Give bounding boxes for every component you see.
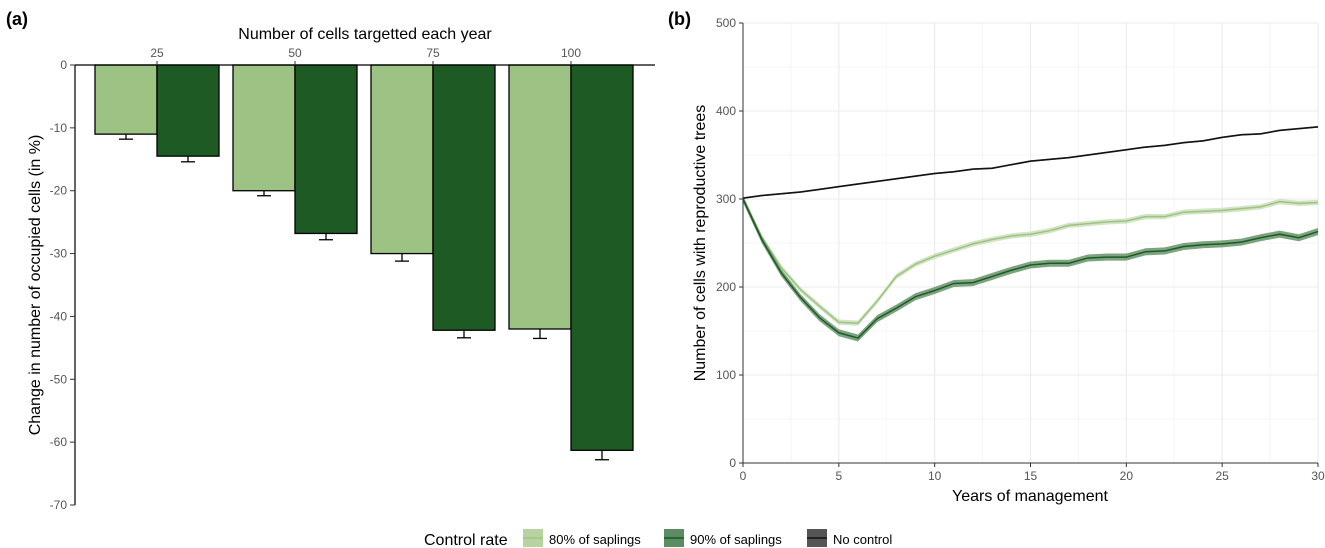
x-tick-label: 25 <box>150 46 164 60</box>
x-tick-label: 10 <box>928 469 942 483</box>
y-tick-label: -40 <box>50 309 68 323</box>
y-tick-label: -70 <box>50 498 68 512</box>
bar <box>508 64 572 330</box>
legend: Control rate 80% of saplings 90% of sapli… <box>424 529 892 548</box>
y-tick-label: 300 <box>716 192 736 206</box>
bar <box>156 64 220 157</box>
x-tick-label: 30 <box>1311 469 1325 483</box>
bar-x-axis-title: Number of cells targetted each year <box>238 26 492 43</box>
y-tick-label: 100 <box>716 368 736 382</box>
line-chart-panel: (b) 0 100 200 300 400 500 0 5 10 15 20 25 30 Years o… <box>668 9 1325 505</box>
y-tick-label: -10 <box>50 121 68 135</box>
x-tick-label: 5 <box>835 469 842 483</box>
x-tick-label: 15 <box>1024 469 1038 483</box>
y-tick-label: 0 <box>60 58 67 72</box>
legend-title: Control rate <box>424 532 508 548</box>
line-x-axis-title: Years of management <box>952 488 1109 505</box>
legend-item: 90% of saplings <box>664 529 782 547</box>
series-line <box>742 198 1319 324</box>
confidence-band <box>743 195 1318 342</box>
y-tick-label: -60 <box>50 435 68 449</box>
confidence-band <box>743 196 1318 326</box>
line-y-axis-title: Number of cells with reproductive trees <box>692 105 709 382</box>
bar <box>432 64 496 331</box>
legend-label: 80% of saplings <box>549 532 641 547</box>
y-tick-label: -20 <box>50 184 68 198</box>
y-tick-label: 500 <box>716 16 736 30</box>
bar <box>294 64 358 235</box>
series-line <box>742 126 1319 199</box>
y-tick-label: 200 <box>716 280 736 294</box>
x-tick-label: 0 <box>740 469 747 483</box>
x-tick-label: 75 <box>426 46 440 60</box>
panel-b-label: (b) <box>668 9 691 29</box>
legend-item: No control <box>807 529 892 547</box>
y-tick-label: -50 <box>50 372 68 386</box>
bar <box>94 64 158 135</box>
bar-y-axis-title: Change in number of occupied cells (in %… <box>27 135 44 436</box>
x-tick-label: 20 <box>1120 469 1134 483</box>
bar <box>570 64 634 451</box>
panel-a-label: (a) <box>6 9 28 29</box>
bar <box>370 64 434 255</box>
bar-chart-panel: (a) Number of cells targetted each year … <box>6 9 655 512</box>
y-tick-label: -30 <box>50 247 68 261</box>
bar <box>232 64 296 192</box>
series-line <box>742 198 1319 339</box>
x-tick-label: 25 <box>1215 469 1229 483</box>
y-tick-label: 400 <box>716 104 736 118</box>
legend-item: 80% of saplings <box>523 529 641 547</box>
x-tick-label: 50 <box>288 46 302 60</box>
x-tick-label: 100 <box>561 46 581 60</box>
legend-label: No control <box>833 532 892 547</box>
legend-label: 90% of saplings <box>690 532 782 547</box>
y-tick-label: 0 <box>729 456 736 470</box>
